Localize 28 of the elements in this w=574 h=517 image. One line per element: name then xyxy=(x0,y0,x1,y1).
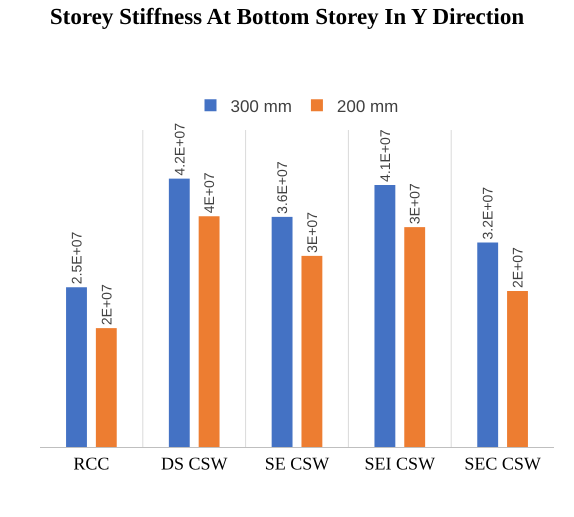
x-tick-label: SEC CSW xyxy=(464,454,541,474)
data-label: 4.1E+07 xyxy=(376,129,393,182)
data-label: 2E+07 xyxy=(98,284,114,326)
data-label: 4.2E+07 xyxy=(171,122,188,176)
bar xyxy=(477,242,498,447)
x-tick-label: RCC xyxy=(73,454,110,474)
data-label: 3E+07 xyxy=(304,212,320,253)
bar xyxy=(66,287,87,447)
x-tick-label: SE CSW xyxy=(264,454,330,474)
bar xyxy=(96,328,117,447)
x-tick-label: DS CSW xyxy=(160,454,228,474)
bar xyxy=(301,256,322,447)
x-tick-label: SEI CSW xyxy=(364,454,436,474)
data-label: 3.2E+07 xyxy=(480,186,496,240)
data-label: 2E+07 xyxy=(510,246,526,288)
data-label: 4E+07 xyxy=(201,172,218,214)
data-label: 2.5E+07 xyxy=(68,231,84,284)
legend-label: 200 mm xyxy=(336,96,398,116)
data-label: 3.6E+07 xyxy=(274,161,290,214)
chart-title: Storey Stiffness At Bottom Storey In Y Direction xyxy=(50,4,524,29)
legend-label: 300 mm xyxy=(230,96,292,116)
bar xyxy=(198,216,220,447)
bar xyxy=(272,216,293,447)
bar xyxy=(168,178,190,447)
bar xyxy=(404,227,426,447)
bar xyxy=(374,184,396,447)
data-label: 3E+07 xyxy=(406,183,423,224)
bar xyxy=(507,291,528,447)
